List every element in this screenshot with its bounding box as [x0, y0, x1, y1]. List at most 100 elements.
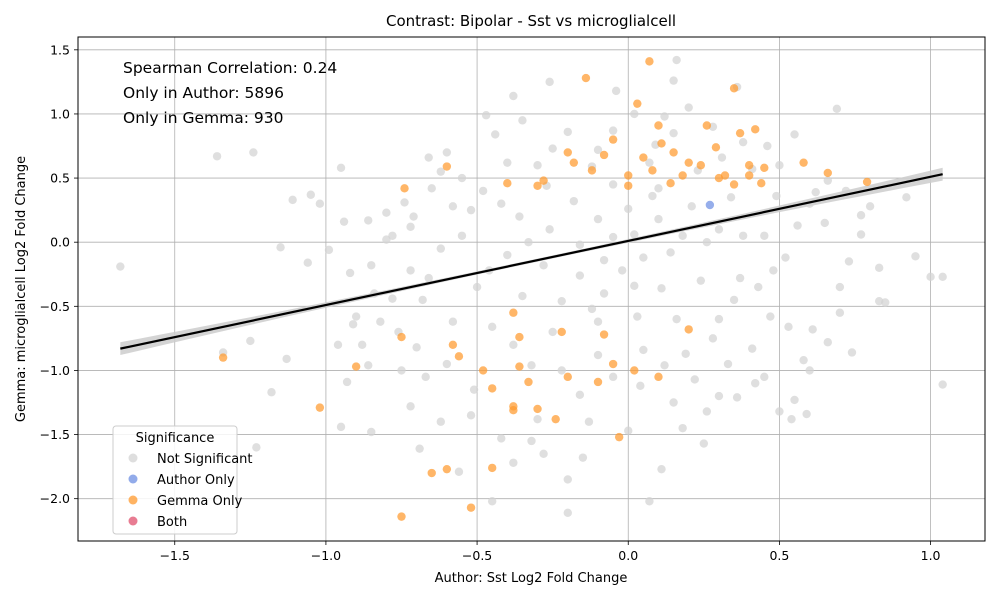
point-gemma-only — [729, 180, 739, 189]
legend-marker-both — [128, 516, 138, 526]
point-not-significant — [844, 257, 854, 266]
point-not-significant — [717, 153, 727, 162]
point-gemma-only — [397, 512, 406, 521]
point-not-significant — [630, 230, 639, 239]
point-not-significant — [406, 222, 415, 232]
point-gemma-only — [760, 163, 769, 173]
point-not-significant — [714, 225, 724, 234]
point-not-significant — [669, 128, 678, 138]
point-not-significant — [418, 295, 427, 305]
point-not-significant — [660, 361, 669, 370]
point-not-significant — [424, 153, 433, 162]
point-not-significant — [738, 137, 748, 147]
point-not-significant — [491, 130, 500, 139]
point-not-significant — [448, 202, 458, 211]
point-not-significant — [406, 402, 415, 411]
point-not-significant — [539, 449, 548, 458]
point-not-significant — [487, 322, 497, 332]
point-gemma-only — [569, 158, 579, 167]
point-not-significant — [116, 262, 125, 271]
point-not-significant — [367, 261, 376, 270]
point-gemma-only — [799, 158, 808, 167]
point-not-significant — [723, 359, 733, 369]
point-not-significant — [412, 343, 421, 352]
point-not-significant — [367, 427, 376, 437]
point-gemma-only — [648, 166, 657, 175]
point-not-significant — [645, 497, 654, 506]
point-gemma-only — [315, 403, 325, 412]
x-tick-label: 0.0 — [618, 548, 638, 563]
point-gemma-only — [503, 178, 512, 188]
point-gemma-only — [614, 432, 624, 442]
point-gemma-only — [515, 362, 524, 371]
point-gemma-only — [524, 377, 533, 387]
point-not-significant — [799, 355, 808, 365]
point-gemma-only — [557, 327, 566, 337]
point-not-significant — [282, 354, 291, 364]
annotation-gemma-only: Only in Gemma: 930 — [123, 109, 283, 127]
x-tick-label: −1.5 — [160, 548, 190, 563]
point-gemma-only — [515, 332, 524, 342]
point-gemma-only — [533, 181, 542, 190]
point-not-significant — [563, 127, 572, 137]
point-not-significant — [518, 116, 527, 125]
x-axis-title: Author: Sst Log2 Fold Change — [435, 571, 628, 586]
point-gemma-only — [454, 352, 464, 361]
annotation-spearman: Spearman Correlation: 0.24 — [123, 59, 337, 77]
point-gemma-only — [624, 171, 633, 180]
point-not-significant — [608, 126, 618, 135]
point-not-significant — [832, 104, 842, 114]
point-not-significant — [212, 152, 222, 161]
legend-box — [112, 425, 238, 535]
point-not-significant — [524, 237, 533, 247]
point-not-significant — [388, 231, 397, 240]
y-tick-label: 1.5 — [50, 42, 70, 57]
point-gemma-only — [551, 414, 560, 424]
point-not-significant — [654, 184, 663, 193]
point-not-significant — [503, 158, 512, 167]
point-gemma-only — [599, 150, 609, 160]
point-not-significant — [466, 411, 476, 420]
point-not-significant — [421, 372, 430, 382]
regression-line — [120, 173, 943, 350]
point-not-significant — [593, 214, 603, 224]
point-not-significant — [539, 261, 548, 270]
point-not-significant — [926, 272, 935, 282]
point-not-significant — [702, 237, 712, 247]
point-not-significant — [481, 111, 491, 120]
point-not-significant — [533, 161, 542, 170]
x-tick-label: 0.5 — [769, 548, 789, 563]
point-not-significant — [669, 398, 678, 407]
point-not-significant — [823, 338, 832, 347]
legend-marker-not-significant — [128, 453, 138, 463]
point-not-significant — [775, 161, 784, 170]
point-not-significant — [503, 250, 512, 260]
point-not-significant — [333, 340, 343, 349]
point-not-significant — [802, 409, 811, 419]
annotation-author-only: Only in Author: 5896 — [123, 84, 284, 102]
point-not-significant — [805, 366, 814, 375]
point-not-significant — [763, 141, 772, 151]
point-gemma-only — [487, 384, 497, 393]
point-gemma-only — [744, 161, 754, 170]
point-not-significant — [678, 423, 687, 433]
point-not-significant — [811, 187, 820, 197]
point-not-significant — [478, 186, 488, 196]
point-not-significant — [415, 444, 424, 453]
point-not-significant — [881, 298, 890, 307]
point-not-significant — [678, 231, 687, 240]
point-not-significant — [527, 361, 536, 370]
point-not-significant — [754, 282, 763, 292]
legend-label-gemma-only: Gemma Only — [157, 494, 243, 509]
point-not-significant — [342, 377, 352, 387]
y-tick-label: −2.0 — [40, 491, 70, 506]
point-not-significant — [515, 212, 524, 221]
point-not-significant — [382, 208, 391, 217]
point-not-significant — [436, 244, 445, 253]
point-not-significant — [509, 340, 518, 349]
legend-marker-gemma-only — [128, 495, 138, 505]
point-gemma-only — [751, 125, 760, 134]
point-not-significant — [699, 439, 709, 448]
point-not-significant — [808, 325, 817, 334]
point-not-significant — [472, 282, 482, 292]
